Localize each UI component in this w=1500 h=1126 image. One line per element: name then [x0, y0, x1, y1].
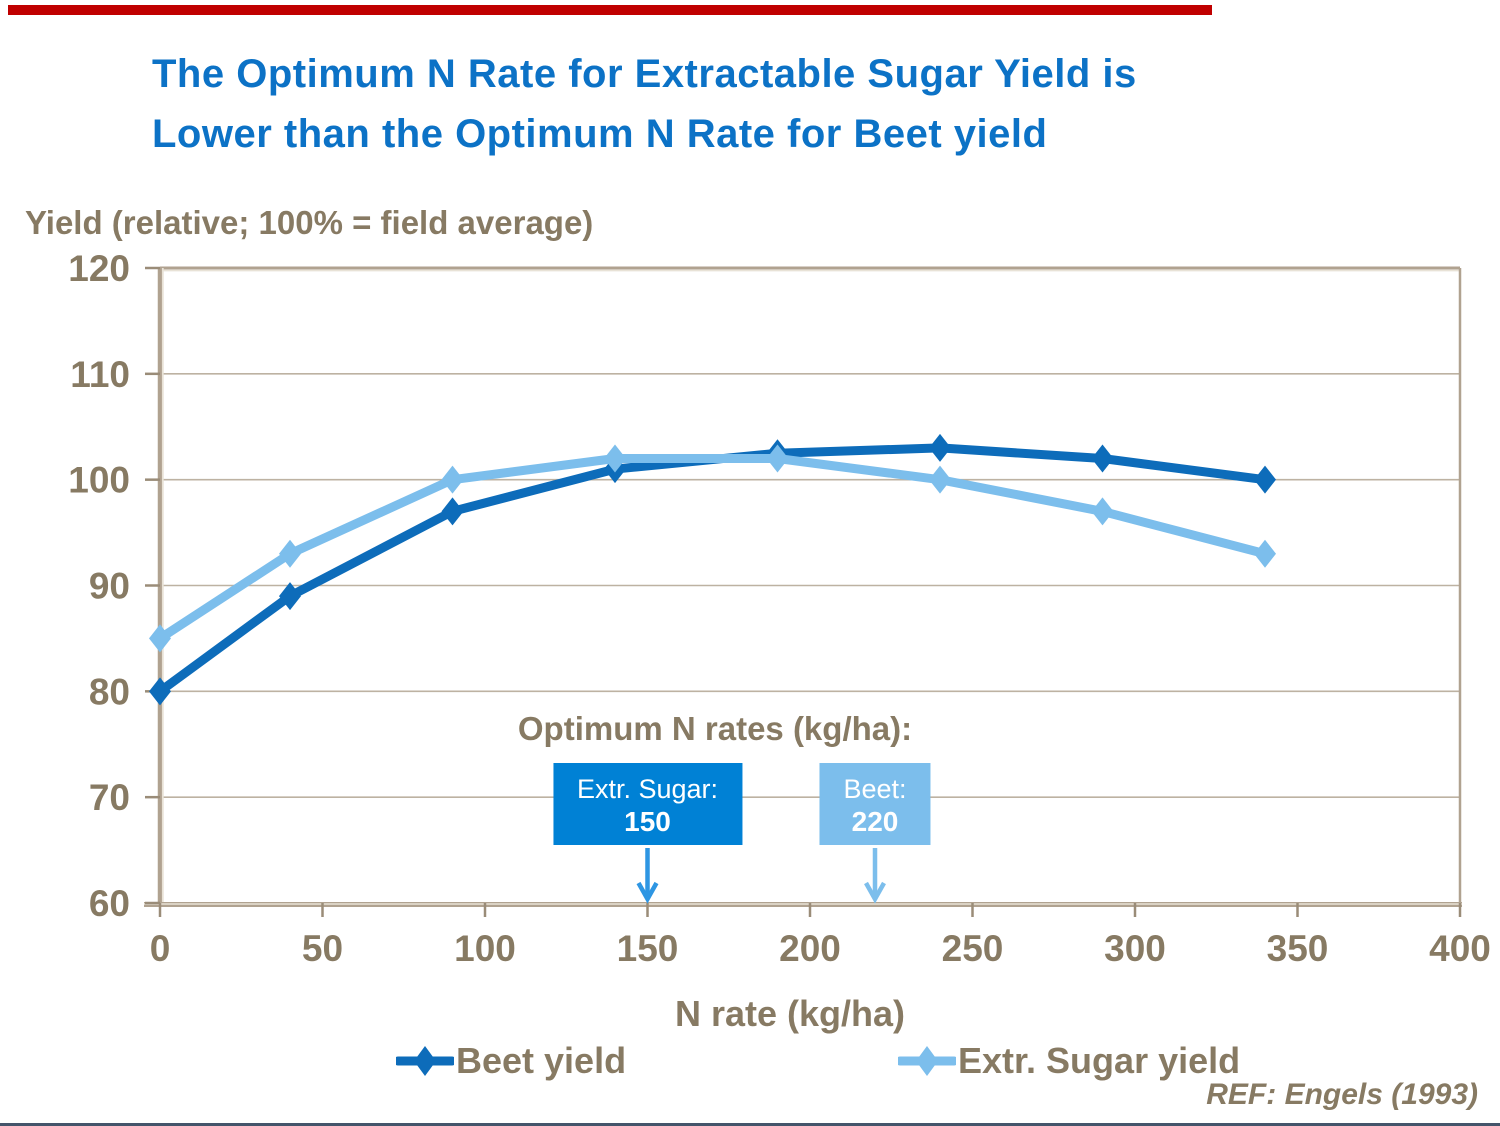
annotation-box-beet-label: Beet:	[843, 774, 907, 804]
x-tick-label-400: 400	[1429, 928, 1491, 969]
x-axis-title: N rate (kg/ha)	[674, 993, 906, 1034]
legend-item-beet-yield: Beet yield	[396, 1040, 626, 1082]
reference-note: REF: Engels (1993)	[1206, 1078, 1478, 1111]
beet-yield-marker-290	[1091, 444, 1114, 473]
extr-sugar-yield-marker-340	[1254, 539, 1276, 568]
beet-yield-legend-marker-icon	[396, 1046, 454, 1076]
beet-yield-marker-90	[441, 497, 464, 526]
extr-sugar-yield-marker-190	[766, 444, 789, 473]
annotation-box-beet-value: 220	[851, 806, 899, 837]
y-tick-label-80: 80	[89, 671, 130, 712]
legend-label-extr-sugar-yield: Extr. Sugar yield	[958, 1040, 1241, 1081]
beet-yield-marker-240	[929, 433, 951, 462]
x-tick-label-350: 350	[1267, 928, 1329, 969]
extr-sugar-yield-line	[155, 454, 1270, 643]
beet-yield-legend-diamond	[414, 1046, 436, 1076]
extr-sugar-yield-legend-marker-icon	[898, 1046, 956, 1076]
extr-sugar-yield-marker-90	[441, 465, 464, 494]
bottom-accent-line	[0, 1123, 1500, 1126]
y-axis-title: Yield (relative; 100% = field average)	[25, 204, 594, 241]
y-tick-label-100: 100	[68, 460, 130, 501]
x-tick-label-50: 50	[302, 928, 343, 969]
chart-title-line-2: Lower than the Optimum N Rate for Beet y…	[152, 112, 1048, 156]
y-tick-label-90: 90	[89, 566, 130, 607]
beet-yield-line	[155, 443, 1270, 696]
x-tick-label-250: 250	[942, 928, 1004, 969]
y-tick-label-60: 60	[89, 883, 130, 924]
beet-yield-marker-0	[149, 677, 171, 706]
annotation-heading: Optimum N rates (kg/ha):	[517, 710, 913, 747]
annotation-box-beet: Beet: 220	[819, 763, 931, 845]
x-tick-label-150: 150	[617, 928, 679, 969]
extr-sugar-yield-marker-140	[604, 444, 626, 473]
annotation-box-extr-sugar: Extr. Sugar: 150	[552, 763, 743, 845]
annotation-arrow-head-icon-1	[864, 881, 886, 904]
legend-label-beet-yield: Beet yield	[456, 1040, 627, 1081]
x-tick-label-100: 100	[454, 928, 516, 969]
y-tick-label-110: 110	[70, 354, 130, 395]
beet-yield-marker-340	[1254, 465, 1276, 494]
x-tick-label-0: 0	[150, 928, 171, 969]
extr-sugar-yield-marker-240	[929, 465, 951, 494]
annotation-box-extr-sugar-value: 150	[624, 806, 671, 837]
legend-item-extr-sugar-yield: Extr. Sugar yield	[898, 1040, 1240, 1082]
legend: Beet yield Extr. Sugar yield	[0, 1040, 1500, 1088]
extr-sugar-yield-marker-40	[279, 539, 301, 568]
x-tick-label-200: 200	[779, 928, 841, 969]
extr-sugar-yield-marker-290	[1091, 497, 1114, 526]
beet-yield-marker-40	[279, 582, 301, 611]
y-tick-label-120: 120	[68, 248, 130, 289]
chart-title: The Optimum N Rate for Extractable Sugar…	[152, 44, 1137, 164]
annotation-box-extr-sugar-label: Extr. Sugar:	[576, 774, 719, 804]
top-accent-bar	[8, 5, 1212, 15]
extr-sugar-yield-marker-0	[149, 624, 171, 653]
annotation-arrow-head-icon-0	[636, 881, 659, 904]
x-tick-label-300: 300	[1104, 928, 1166, 969]
extr-sugar-yield-legend-diamond	[916, 1046, 938, 1076]
chart-title-line-1: The Optimum N Rate for Extractable Sugar…	[152, 52, 1137, 96]
y-tick-label-70: 70	[89, 777, 130, 818]
